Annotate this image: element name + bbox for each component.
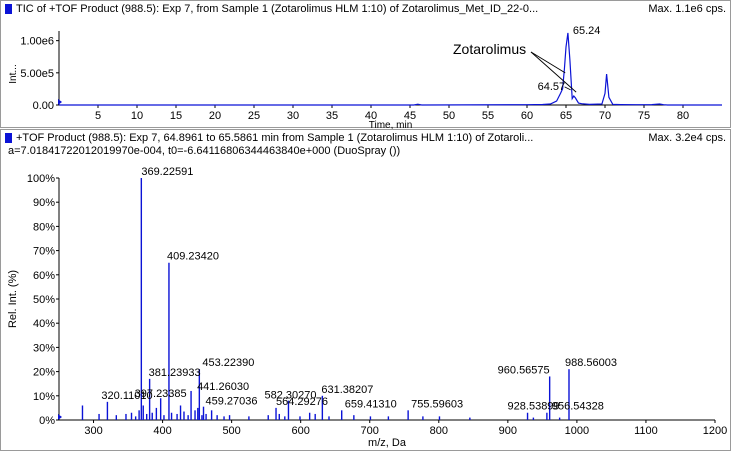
annotation-arrow-line [530,51,577,93]
tic-x-tick-label: 55 [482,110,494,122]
tic-y-tick-label: 5.00e5 [20,68,54,80]
spectrum-x-tick-label: 600 [292,425,310,437]
tic-x-tick-label: 50 [443,110,455,122]
spectrum-peak-label: 409.23420 [167,251,219,263]
spectrum-x-tick-label: 500 [222,425,240,437]
spectrum-peak-label: 956.54328 [552,401,604,413]
spectrum-panel: +TOF Product (988.5): Exp 7, 64.8961 to … [0,129,731,451]
tic-peak-label: 64.57 [538,81,566,93]
spectrum-y-tick-label: 80% [33,221,55,233]
tic-max-intensity: Max. 1.1e6 cps. [648,3,726,15]
spectrum-peak-label: 928.53899 [508,401,560,413]
spectrum-peak-label: 397.23385 [135,388,187,400]
spectrum-x-tick-label: 400 [153,425,171,437]
spectrum-peak-label: 659.41310 [345,398,397,410]
spectrum-baseline-marker-icon [58,414,62,420]
spectrum-chart[interactable]: 0% 10% 20% 30% 40% 50% 60% 70% 80% 90% 100% 300 400 5… [1,130,731,452]
calibration-info: a=7.01841722012019970e-004, t0=-6.641168… [8,145,401,157]
tic-trace [59,32,722,106]
spectrum-y-tick-label: 0% [39,415,55,427]
tic-x-tick-label: 45 [404,110,416,122]
tic-x-tick-label: 80 [677,110,689,122]
spectrum-max-intensity: Max. 3.2e4 cps. [648,132,726,144]
spectrum-header: +TOF Product (988.5): Exp 7, 64.8961 to … [5,132,533,144]
tic-header-text: TIC of +TOF Product (988.5): Exp 7, from… [16,3,539,15]
spectrum-x-tick-label: 700 [361,425,379,437]
spectrum-header-text: +TOF Product (988.5): Exp 7, 64.8961 to … [16,132,534,144]
tic-x-tick-label: 30 [287,110,299,122]
tic-x-tick-label: 20 [209,110,221,122]
tic-y-tick-label: 0.00 [33,100,54,112]
tic-x-tick-label: 5 [95,110,101,122]
tic-chart[interactable]: 0.00 5.00e5 1.00e6 5 10 15 20 25 30 35 40 45 50 55 60 6… [1,1,731,131]
spectrum-y-tick-label: 40% [33,318,55,330]
spectrum-x-tick-label: 1100 [634,425,658,437]
spectrum-y-tick-label: 10% [33,391,55,403]
tic-peak-label-leader [564,86,571,91]
spectrum-peak-label: 441.26030 [197,381,249,393]
tic-x-tick-label: 70 [599,110,611,122]
spectrum-y-tick-label: 20% [33,367,55,379]
spectrum-peak-label: 631.38207 [321,384,373,396]
tic-x-tick-label: 15 [170,110,182,122]
spectrum-peak-label: 369.22591 [141,166,193,178]
tic-y-axis-title: Int... [8,64,19,83]
spectrum-peak-label: 320.11010 [101,390,152,402]
zotarolimus-annotation: Zotarolimus [453,41,526,57]
spectrum-peak-label: 755.59603 [411,398,463,410]
tic-y-tick-label: 1.00e6 [20,36,54,48]
tic-x-tick-label: 65 [560,110,572,122]
spectrum-y-tick-label: 30% [33,342,55,354]
spectrum-x-tick-label: 1200 [703,425,727,437]
spectrum-x-tick-label: 800 [430,425,448,437]
tic-x-tick-label: 40 [365,110,377,122]
spectrum-peak-label: 582.30270 [264,390,316,402]
tic-baseline-marker-icon [58,99,62,105]
spectrum-x-tick-label: 1000 [565,425,589,437]
annotation-arrow-line [530,51,566,74]
spectrum-x-tick-label: 300 [84,425,102,437]
tic-x-axis-title: Time, min [369,120,413,131]
spectrum-peak-label: 453.22390 [202,357,254,369]
spectrum-y-tick-label: 70% [33,246,55,258]
tic-x-tick-label: 10 [131,110,143,122]
tic-x-tick-label: 75 [638,110,650,122]
spectrum-peak-label: 459.27036 [206,396,258,408]
spectrum-y-tick-label: 90% [33,197,55,209]
spectrum-x-axis-title: m/z, Da [368,437,407,449]
tic-x-tick-label: 60 [521,110,533,122]
spectrum-y-axis-title: Rel. Int. (%) [7,270,19,328]
tic-panel-marker-icon [5,4,12,14]
spectrum-x-tick-label: 900 [499,425,517,437]
tic-x-tick-label: 35 [326,110,338,122]
spectrum-panel-marker-icon [5,133,12,143]
tic-header: TIC of +TOF Product (988.5): Exp 7, from… [5,3,538,15]
spectrum-peak-label: 988.56003 [565,357,617,369]
spectrum-y-tick-label: 100% [27,173,55,185]
tic-panel: TIC of +TOF Product (988.5): Exp 7, from… [0,0,731,131]
tic-x-tick-label: 25 [248,110,260,122]
spectrum-peak-label: 564.29276 [276,396,328,408]
spectrum-peak-label: 960.56575 [498,364,550,376]
spectrum-y-tick-label: 60% [33,270,55,282]
tic-peak-label: 65.24 [573,25,601,37]
spectrum-y-tick-label: 50% [33,294,55,306]
spectrum-peak-label: 381.23933 [149,367,201,379]
